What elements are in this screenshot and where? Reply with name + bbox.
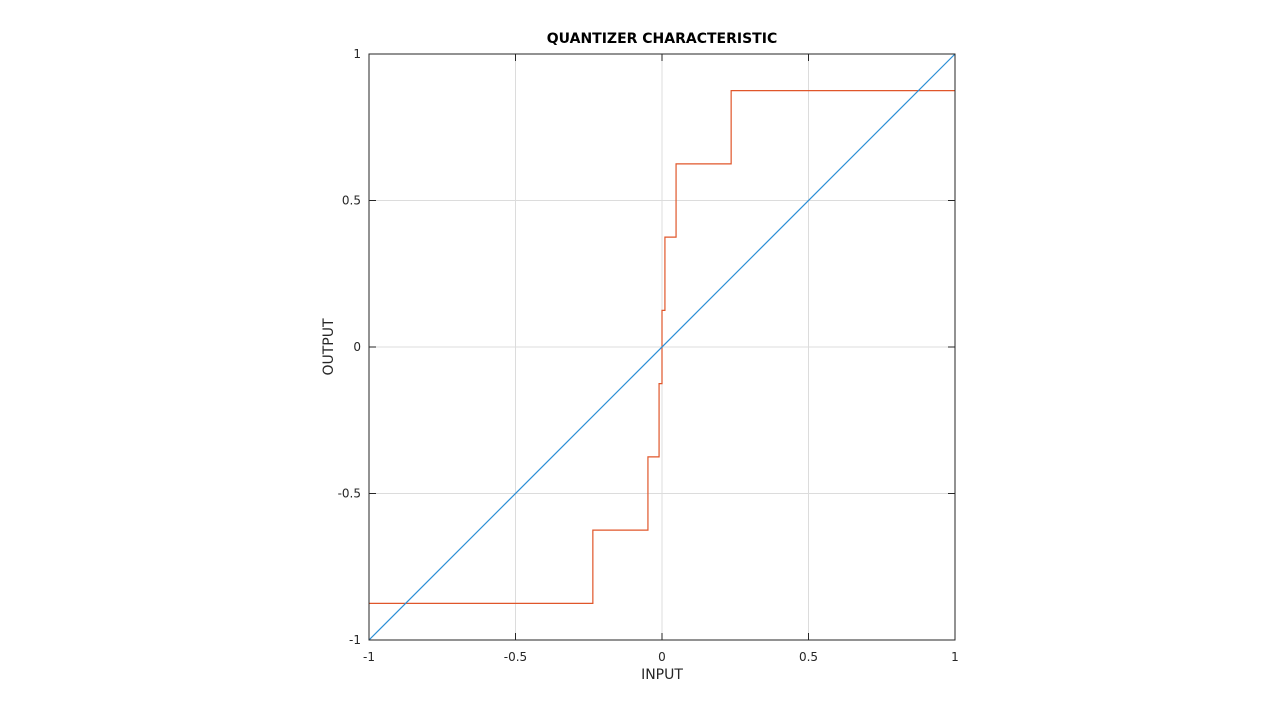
y-tick-label: 0: [353, 340, 361, 354]
x-axis-label: INPUT: [641, 667, 683, 683]
x-tick-label: 1: [951, 650, 959, 664]
identity-line: [368, 53, 956, 641]
y-tick-label: 1: [353, 47, 361, 61]
x-tick-label: -1: [363, 650, 375, 664]
x-tick-label: 0: [658, 650, 666, 664]
y-tick-label: -1: [349, 633, 361, 647]
ticks: -1 -0.5 0 0.5 1 -1 -0.5 0 0.5 1: [338, 47, 959, 664]
x-tick-label: -0.5: [504, 650, 527, 664]
y-tick-label: 0.5: [342, 194, 361, 208]
plot-series: [368, 53, 956, 641]
y-axis-label: OUTPUT: [321, 318, 337, 376]
chart-title: QUANTIZER CHARACTERISTIC: [547, 31, 777, 47]
x-tick-label: 0.5: [799, 650, 818, 664]
y-tick-label: -0.5: [338, 487, 361, 501]
